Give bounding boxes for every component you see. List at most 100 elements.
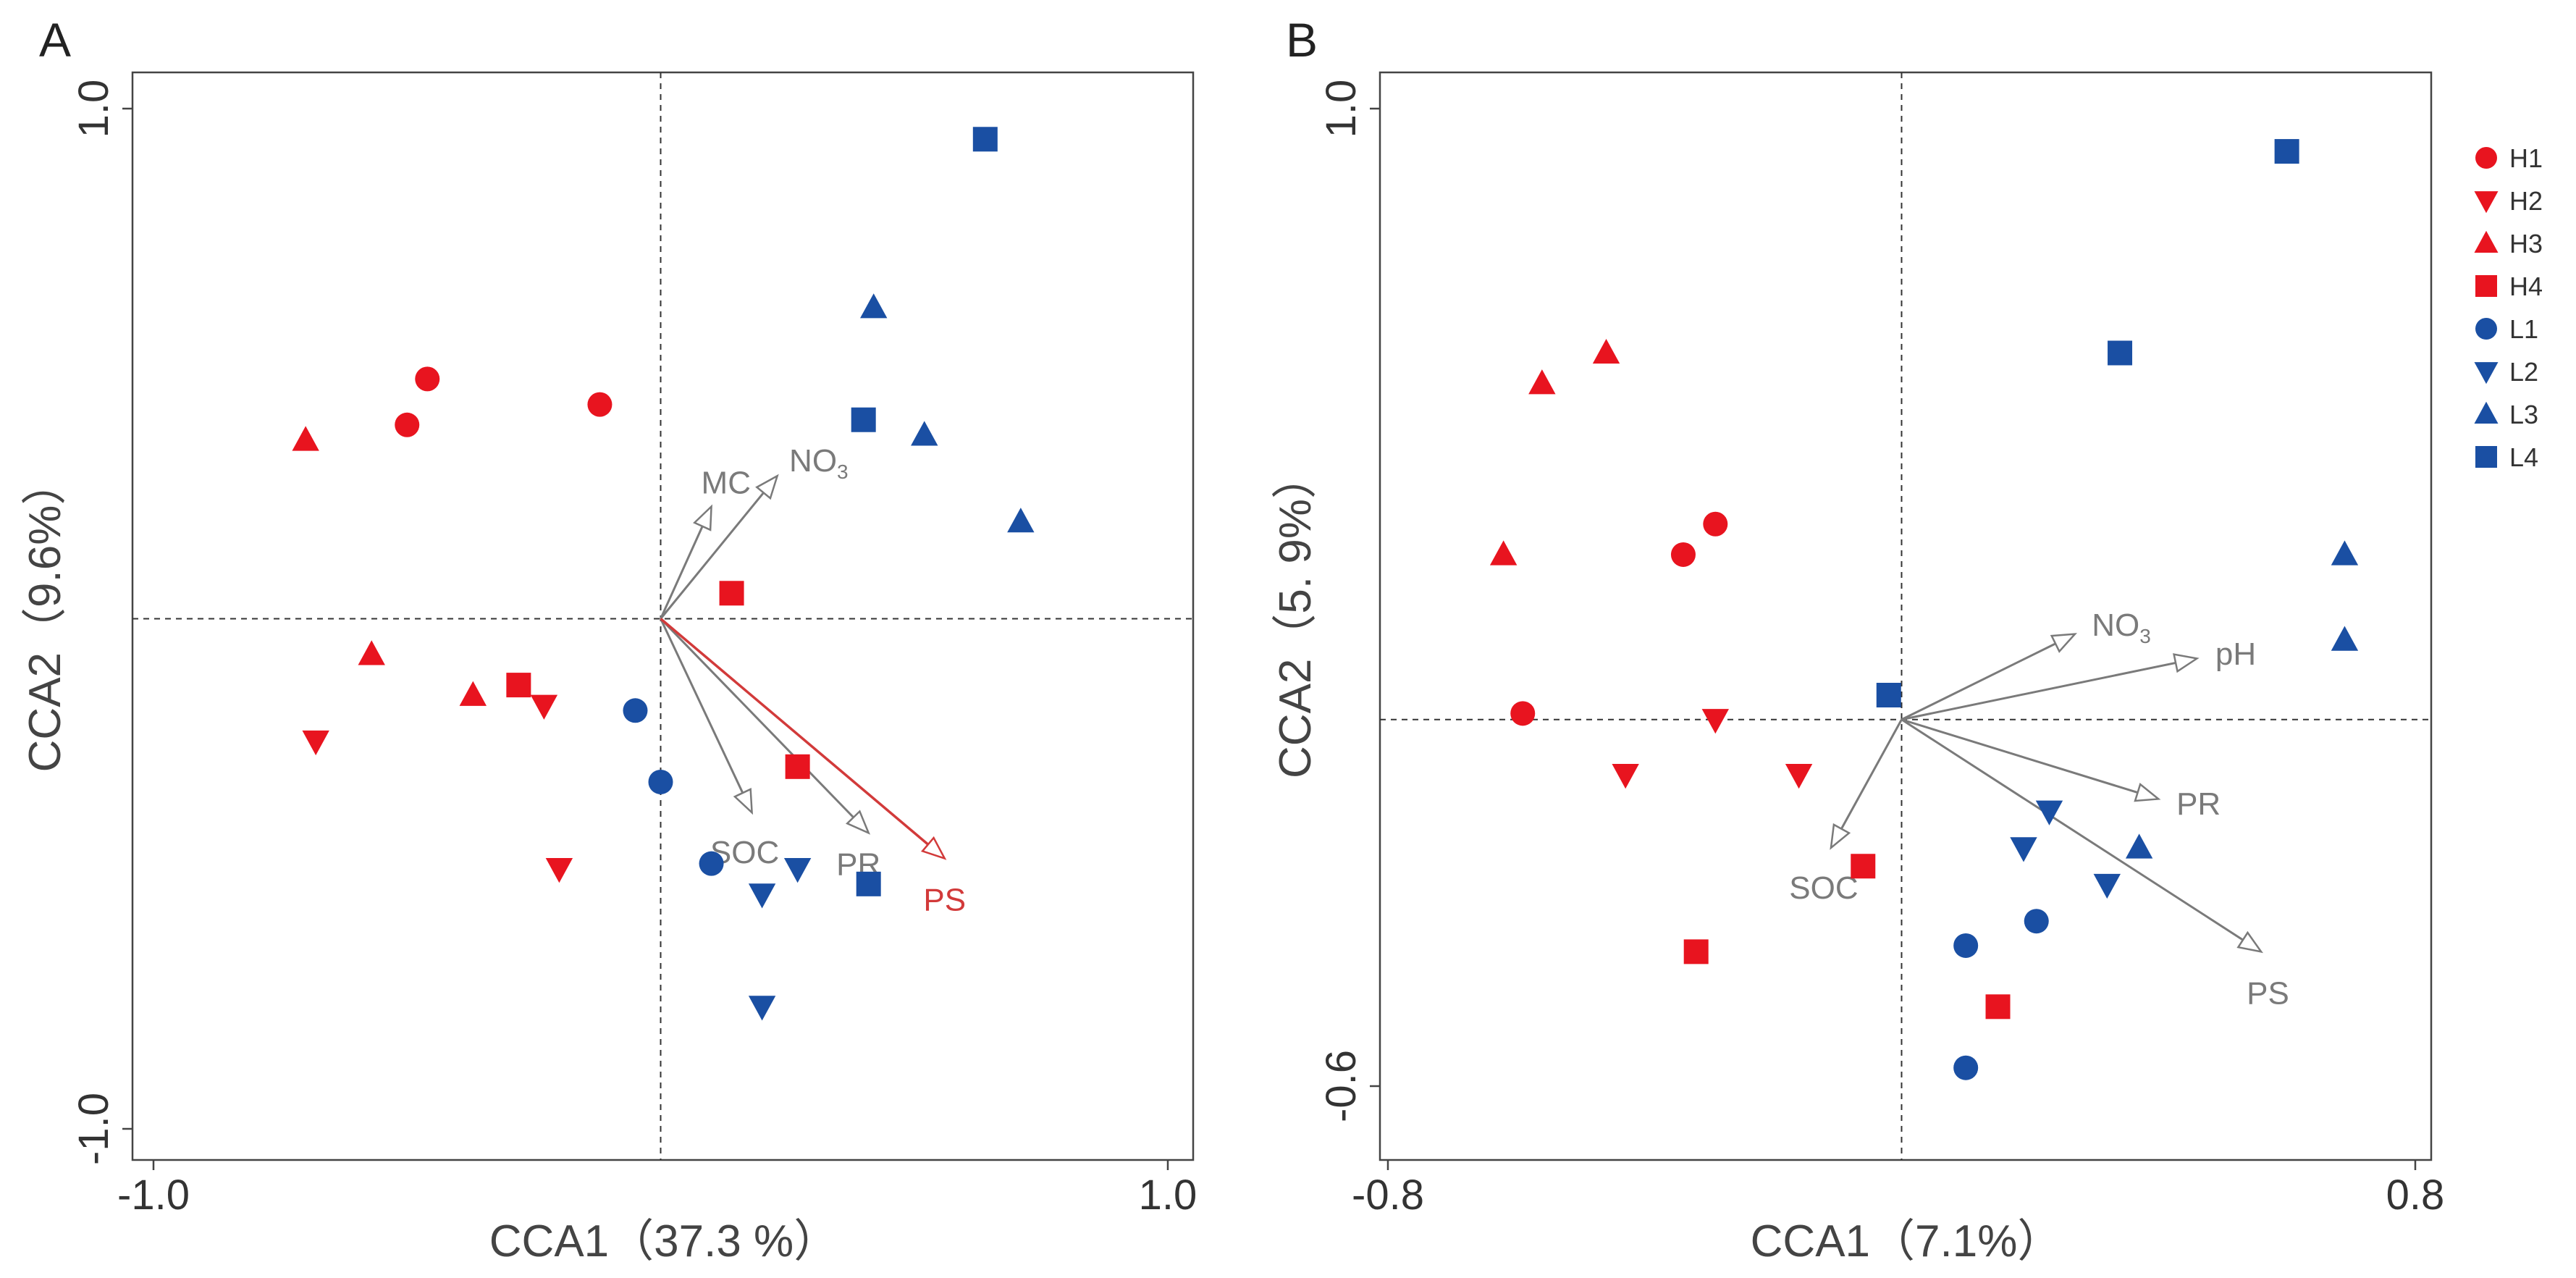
arrow-label: NO3 [789,443,849,483]
point-h1 [587,392,613,417]
series-l1 [623,698,724,876]
legend-entry-l2: L2 [2474,357,2538,387]
legend-label: H2 [2509,186,2543,216]
legend-label: L2 [2509,357,2538,387]
point-h1 [415,366,440,392]
panel-b-plot-area: -0.8 0.8 -0.6 1.0 NO3 pH PR PS SOC [1318,71,2445,1219]
y-tick-label: -1.0 [70,1093,117,1165]
arrow-label: MC [702,466,751,501]
arrow-head [2134,782,2161,802]
point-h1 [1703,511,1728,537]
arrow-shaft [660,618,854,818]
arrow-shaft [1901,661,2176,721]
arrow-label: PR [2176,786,2221,822]
point-l1 [623,698,648,723]
plot-frame [1379,71,2433,1161]
point-h2 [1785,764,1813,789]
point-l2 [748,996,776,1021]
legend-marker [2475,446,2497,468]
legend-entry-h3: H3 [2474,229,2543,258]
series-l2 [2010,800,2121,899]
y-tick-label: 1.0 [70,80,117,138]
env-arrow-soc: SOC [660,618,779,870]
point-l4 [856,871,881,896]
arrow-shaft [660,618,929,846]
point-l4 [2274,139,2299,164]
point-h2 [545,858,573,883]
series-h1 [1510,511,1728,726]
legend-entry-l3: L3 [2474,400,2538,429]
arrow-label: PS [923,883,966,918]
env-arrow-no3: NO3 [1901,608,2151,721]
point-h2 [1612,764,1639,789]
point-l3 [860,293,888,319]
arrow-label: pH [2215,636,2256,672]
point-h3 [1489,540,1518,566]
point-l1 [1953,1055,1979,1080]
legend-label: L1 [2509,314,2538,344]
point-h2 [1701,709,1730,734]
point-l2 [2010,837,2037,862]
point-l4 [972,127,998,152]
y-tick-label: 1.0 [1318,80,1365,138]
env-arrow-ps: PS [660,618,966,918]
panel-a-y-axis-title: CCA2（9.6%） [20,461,70,773]
point-h3 [292,426,319,451]
legend-entry-l1: L1 [2475,314,2538,344]
point-l2 [783,858,812,883]
point-l2 [2093,873,2121,899]
legend-entry-l4: L4 [2475,442,2538,472]
x-tick-label: -1.0 [117,1172,190,1219]
legend: H1 H2 H3 H4 L1 L2 L3 L4 [2474,143,2543,472]
arrow-head [920,836,947,860]
arrow-head [2173,653,2200,673]
env-arrow-ph: pH [1901,636,2256,721]
series-l2 [748,858,812,1021]
series-l3 [860,293,1035,533]
series-h2 [302,694,573,883]
env-arrow-soc: SOC [1789,719,1903,906]
series-h3 [1489,338,1620,566]
point-l4 [851,407,876,432]
arrow-shaft [660,492,765,620]
series-h4 [506,581,810,779]
legend-label: L4 [2509,442,2538,472]
plot-frame [131,71,1195,1161]
legend-label: H4 [2509,272,2543,301]
point-h1 [1670,542,1696,567]
point-h3 [358,640,385,665]
legend-label: H3 [2509,229,2543,258]
legend-marker [2474,191,2499,214]
point-l1 [648,769,673,794]
arrow-head [2236,930,2263,954]
legend-entry-h1: H1 [2475,143,2543,173]
legend-label: H1 [2509,143,2543,173]
point-h3 [459,681,487,706]
point-l4 [2108,340,2133,366]
point-l1 [699,851,724,876]
point-l4 [1876,683,1901,707]
panel-a-x-axis-title: CCA1（37.3 %） [489,1216,838,1266]
legend-entry-h2: H2 [2474,186,2543,216]
panel-b-letter: B [1286,13,1318,67]
point-h2 [302,730,329,756]
point-l3 [2331,626,2359,651]
legend-marker [2474,230,2499,253]
legend-marker [2475,275,2497,297]
x-tick-label: 1.0 [1139,1172,1197,1219]
point-l1 [2024,909,2049,934]
x-tick-label: 0.8 [2386,1172,2445,1219]
point-h3 [1592,338,1620,364]
arrow-label: SOC [1789,870,1858,906]
panel-a-letter: A [39,13,71,67]
point-h3 [1528,369,1556,395]
point-l2 [2035,800,2063,825]
arrow-shaft [1840,719,1903,830]
arrow-shaft [660,526,704,620]
env-arrow-pr: PR [1901,718,2221,822]
series-l3 [2125,540,2359,859]
